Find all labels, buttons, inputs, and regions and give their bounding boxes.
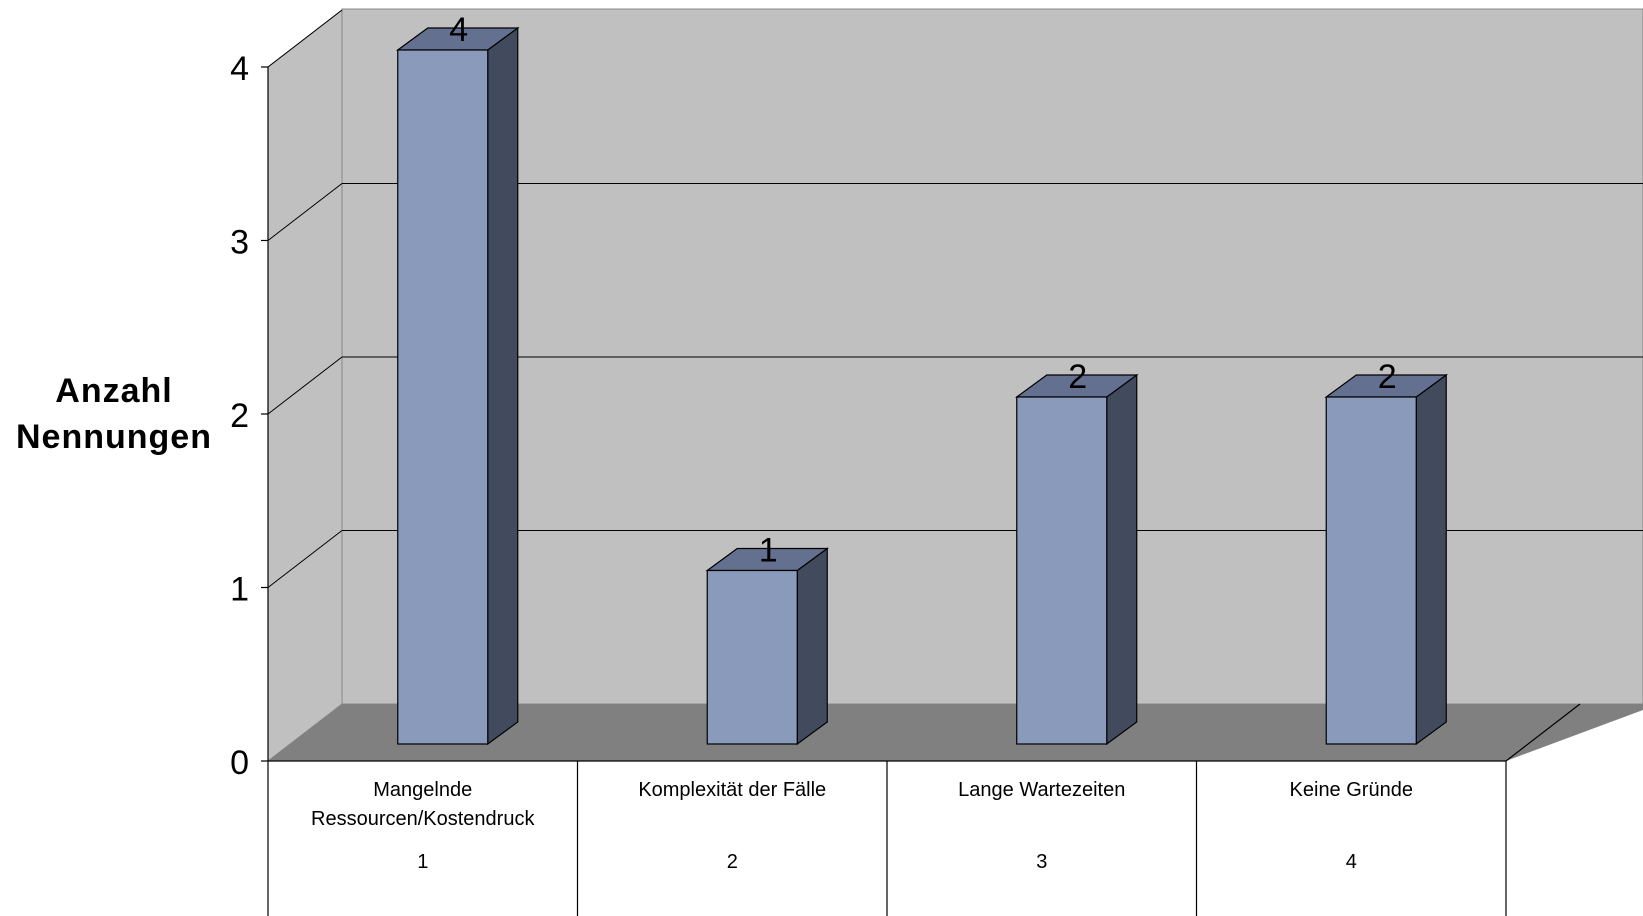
category-number: 4 xyxy=(1346,851,1357,873)
category-label: Keine Gründe xyxy=(1290,779,1413,801)
bar-front xyxy=(397,49,489,745)
bar xyxy=(705,547,830,746)
bar xyxy=(395,26,520,746)
category-number: 3 xyxy=(1036,851,1047,873)
gridline-side-4 xyxy=(267,9,343,68)
bar-side xyxy=(1106,373,1138,746)
y-tick-label: 0 xyxy=(230,744,249,782)
y-axis-title: Anzahl Nennungen xyxy=(16,372,212,456)
category-number: 1 xyxy=(417,851,428,873)
data-label: 2 xyxy=(1378,358,1397,396)
bar-side xyxy=(487,26,519,746)
bars xyxy=(395,26,1449,746)
y-axis-ticks: 0 1 2 3 4 xyxy=(230,50,269,782)
data-label: 2 xyxy=(1068,358,1087,396)
bar-side xyxy=(1415,373,1447,746)
category-number: 2 xyxy=(727,851,738,873)
bar xyxy=(1014,373,1139,746)
bar xyxy=(1324,373,1449,746)
category-label: Mangelnde xyxy=(373,779,472,801)
gridline-side-1 xyxy=(267,530,343,588)
data-labels: 4 1 2 2 xyxy=(449,11,1396,570)
y-tick-label: 2 xyxy=(230,397,249,435)
bar-front xyxy=(1325,396,1417,745)
floor xyxy=(268,704,1643,761)
bar-front xyxy=(706,569,798,745)
data-label: 4 xyxy=(449,11,468,49)
bar-side xyxy=(796,547,828,746)
category-label: Komplexität der Fälle xyxy=(638,779,826,801)
y-tick-label: 4 xyxy=(230,50,249,88)
gridline-side-3 xyxy=(267,183,343,241)
gridline-side-2 xyxy=(267,356,343,415)
y-tick-label: 1 xyxy=(230,571,249,609)
gridlines xyxy=(267,9,1643,588)
data-label: 1 xyxy=(759,532,778,570)
category-label: Lange Wartezeiten xyxy=(958,779,1125,801)
y-tick-label: 3 xyxy=(230,224,249,262)
bar-front xyxy=(1016,396,1108,745)
floor-edge xyxy=(1505,703,1581,762)
category-label-line2: Ressourcen/Kostendruck xyxy=(311,808,535,830)
category-table: Mangelnde Ressourcen/Kostendruck 1 Komplexi… xyxy=(267,760,1507,916)
